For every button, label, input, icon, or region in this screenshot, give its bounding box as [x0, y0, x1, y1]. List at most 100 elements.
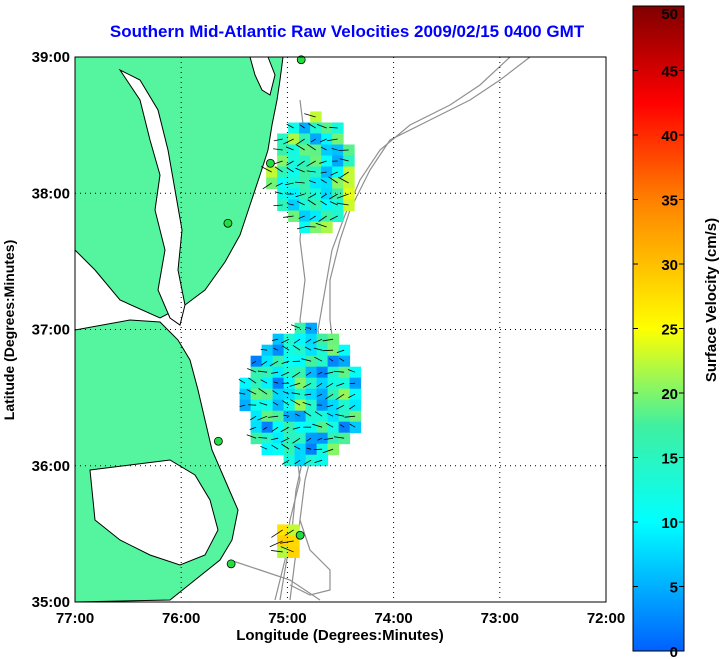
velocity-cell [349, 388, 362, 401]
y-tick-label: 36:00 [32, 458, 70, 475]
velocity-arrow [339, 357, 345, 362]
velocity-arrow [292, 344, 301, 351]
velocity-arrow [329, 215, 338, 221]
colorbar-tick-label: 10 [661, 515, 678, 532]
velocity-cell [272, 443, 285, 456]
velocity-arrow [322, 448, 334, 454]
velocity-cell [299, 210, 311, 222]
velocity-cell [277, 166, 289, 178]
velocity-arrow [302, 402, 312, 406]
velocity-cell [343, 199, 355, 211]
velocity-cell [327, 366, 340, 379]
velocity-cell [338, 388, 351, 401]
velocity-cell [321, 221, 333, 233]
velocity-cell [305, 410, 318, 423]
velocity-arrow [304, 346, 312, 351]
velocity-arrow [326, 412, 334, 417]
velocity-cell [283, 388, 296, 401]
colorbar-tick-label: 45 [661, 64, 678, 81]
velocity-cell [327, 399, 340, 412]
velocity-arrow [313, 347, 323, 351]
velocity-arrow [333, 370, 345, 373]
velocity-arrow [246, 389, 257, 395]
velocity-cell [349, 377, 362, 390]
velocity-cell [338, 366, 351, 379]
velocity-cell [288, 122, 300, 134]
velocity-cell [338, 377, 351, 390]
colorbar-tick-label: 50 [661, 6, 678, 23]
velocity-cell [250, 377, 263, 390]
velocity-cell [261, 344, 274, 357]
velocity-arrow [336, 193, 349, 199]
plot-frame [74, 56, 607, 603]
velocity-arrow [303, 411, 312, 417]
velocity-cell [332, 155, 344, 167]
velocity-cell [294, 333, 307, 346]
velocity-cell [277, 133, 289, 145]
velocity-arrow [324, 393, 334, 400]
velocity-cell [261, 377, 274, 390]
velocity-arrow [261, 360, 268, 366]
velocity-cell [266, 177, 278, 189]
velocity-arrow [339, 158, 349, 162]
velocity-cell [321, 155, 333, 167]
velocity-field [238, 111, 362, 558]
velocity-arrow [344, 415, 356, 418]
velocity-cell [299, 144, 311, 156]
velocity-cell [277, 177, 289, 189]
velocity-arrow [314, 356, 323, 362]
velocity-cell [321, 199, 333, 211]
velocity-arrow [295, 181, 305, 184]
velocity-cell [310, 122, 322, 134]
velocity-cell [294, 432, 307, 445]
velocity-cell [338, 355, 351, 368]
velocity-cell [294, 377, 307, 390]
velocity-cell [294, 355, 307, 368]
x-tick-label: 77:00 [56, 610, 94, 627]
grid [75, 57, 606, 602]
velocity-cell [321, 188, 333, 200]
velocity-cell [288, 177, 300, 189]
velocity-arrow [320, 200, 327, 206]
velocity-cell [272, 388, 285, 401]
velocity-arrow [304, 226, 316, 228]
velocity-arrow [347, 369, 356, 373]
velocity-cell [310, 133, 322, 145]
velocity-arrow [295, 193, 305, 198]
velocity-arrow [334, 436, 345, 439]
velocity-cell [283, 333, 296, 346]
velocity-cell [294, 410, 307, 423]
velocity-cell [299, 155, 311, 167]
velocity-cell [277, 188, 289, 200]
velocity-arrow [295, 144, 305, 151]
velocity-arrow [281, 459, 290, 465]
velocity-arrow [314, 411, 323, 417]
velocity-cell [288, 210, 300, 222]
velocity-arrow [249, 426, 257, 431]
velocity-cell [288, 199, 300, 211]
colorbar [632, 5, 685, 652]
velocity-arrow [258, 388, 268, 395]
y-axis-label: Latitude (Degrees:Minutes) [1, 240, 17, 420]
velocity-cell [283, 377, 296, 390]
station-marker [296, 55, 306, 65]
velocity-cell [277, 546, 289, 558]
velocity-arrow [325, 422, 334, 428]
velocity-arrow [239, 404, 246, 407]
velocity-cell [332, 144, 344, 156]
velocity-arrow [331, 148, 338, 151]
velocity-arrow [304, 393, 312, 396]
colorbar-tick-label: 20 [661, 386, 678, 403]
velocity-cell [272, 344, 285, 357]
velocity-cell [250, 421, 263, 434]
velocity-cell [332, 188, 344, 200]
velocity-cell [288, 535, 300, 547]
velocity-arrow [324, 371, 334, 375]
velocity-arrow [330, 171, 338, 176]
velocity-arrow [336, 382, 345, 387]
velocity-arrow [317, 437, 323, 441]
velocity-arrow [316, 124, 327, 129]
velocity-arrow [280, 437, 290, 443]
velocity-arrow [273, 381, 279, 384]
velocity-cell [288, 546, 300, 558]
